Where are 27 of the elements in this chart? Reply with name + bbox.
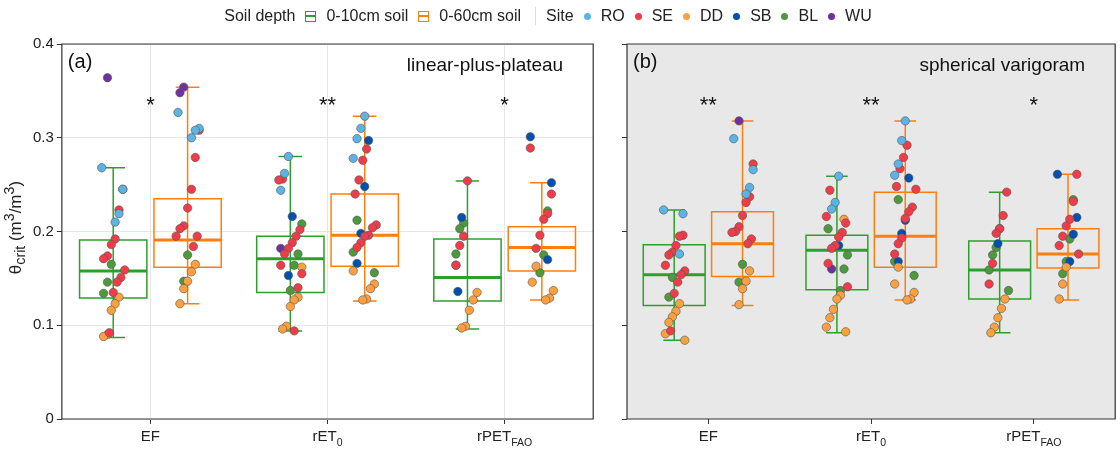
text: spherical varigoram xyxy=(919,53,1086,75)
y-tick-label: 0.4 xyxy=(32,34,54,52)
y-tick-label: 0.1 xyxy=(32,315,54,333)
legend-label: DD xyxy=(700,7,724,25)
text: linear-plus-plateau xyxy=(406,53,564,75)
annotation: * xyxy=(146,92,156,118)
y-tick-label: 0.3 xyxy=(32,127,54,145)
legend-label: SE xyxy=(651,7,674,25)
legend-label: WU xyxy=(845,7,872,25)
legend-label: RO xyxy=(600,7,625,25)
y-tick-label: 0 xyxy=(45,409,54,427)
annotation: * xyxy=(1029,92,1039,118)
annotation: ** xyxy=(862,92,881,118)
legend-label: BL xyxy=(798,7,819,25)
legend-label: 0-60cm soil xyxy=(439,7,522,25)
y-tick-label: 0.2 xyxy=(32,221,54,239)
x-tick-label: EF xyxy=(698,427,718,444)
annotation: ** xyxy=(699,92,718,118)
legend-label: 0-10cm soil xyxy=(326,7,409,25)
annotation: ** xyxy=(318,92,337,118)
legend-title: Site xyxy=(546,7,574,25)
annotation: (b) xyxy=(633,49,658,72)
legend-title: Soil depth xyxy=(224,7,296,25)
annotation: (a) xyxy=(67,49,93,72)
legend-label: SB xyxy=(750,7,772,25)
annotation: * xyxy=(500,92,510,118)
x-tick-label: EF xyxy=(140,427,160,444)
